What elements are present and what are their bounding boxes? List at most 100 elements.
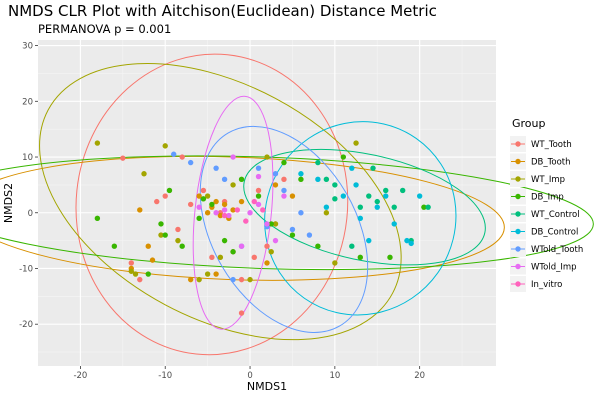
point-db-imp: [145, 271, 151, 277]
legend-label: WT_Tooth: [531, 140, 572, 150]
point-wt-tooth: [137, 276, 143, 283]
point-wt-tooth: [251, 254, 257, 261]
point-db-tooth: [204, 210, 211, 216]
legend-label: WT_Imp: [531, 175, 565, 185]
point-db-control: [323, 204, 330, 210]
point-db-imp: [238, 176, 245, 183]
point-wtold-tooth: [298, 210, 304, 216]
point-wt-tooth: [281, 176, 287, 183]
legend-item-db-tooth: DB_Tooth: [510, 153, 571, 170]
point-db-tooth: [289, 193, 296, 199]
point-db-imp: [298, 176, 304, 183]
point-wt-control: [349, 243, 355, 249]
point-db-control: [383, 193, 389, 199]
legend-item-db-imp: DB_Imp: [510, 188, 564, 205]
point-wt-control: [357, 204, 363, 210]
point-db-control: [366, 237, 372, 244]
point-wtold-imp: [213, 210, 219, 216]
x-tick-label: -10: [158, 371, 172, 381]
point-wt-control: [323, 176, 330, 183]
point-wt-imp: [158, 232, 164, 238]
data-points: [94, 140, 431, 316]
x-tick-label: 10: [329, 371, 340, 381]
legend-key-point: [515, 281, 521, 287]
legend-item-wtold-tooth: WTold_Tooth: [510, 241, 583, 257]
point-db-imp: [421, 204, 427, 210]
point-db-control: [315, 176, 321, 183]
point-wt-imp: [268, 249, 274, 255]
legend-label: WT_Control: [531, 210, 580, 220]
point-wt-imp: [204, 271, 211, 277]
point-db-tooth: [213, 271, 219, 277]
point-db-imp: [340, 154, 347, 160]
point-db-imp: [200, 196, 207, 202]
point-db-tooth: [213, 198, 219, 205]
legend-item-db-control: DB_Control: [510, 223, 578, 240]
point-db-control: [349, 165, 355, 171]
point-wt-imp: [247, 276, 253, 283]
point-wt-control: [332, 196, 338, 202]
point-db-control: [298, 171, 304, 177]
y-tick-label: 0: [28, 209, 33, 219]
point-wt-tooth: [154, 198, 160, 205]
legend-item-wt-control: WT_Control: [510, 206, 580, 222]
point-in-vitro: [243, 218, 249, 224]
x-tick-label: 0: [247, 371, 252, 381]
point-db-tooth: [196, 193, 202, 199]
point-wt-tooth: [175, 226, 181, 233]
point-db-imp: [162, 232, 168, 238]
point-wt-imp: [217, 254, 224, 261]
point-db-imp: [357, 254, 363, 261]
ellipse-wt-tooth: [75, 53, 349, 356]
point-wtold-imp: [238, 243, 245, 249]
point-wtold-tooth: [171, 151, 177, 157]
point-wt-control: [383, 187, 389, 194]
legend-key-point: [515, 158, 521, 165]
point-wt-control: [425, 204, 431, 210]
point-in-vitro: [260, 207, 266, 213]
point-db-tooth: [187, 276, 194, 283]
point-db-control: [353, 182, 359, 188]
point-wtold-tooth: [289, 226, 296, 233]
point-db-control: [391, 221, 397, 227]
point-db-imp: [289, 232, 296, 238]
point-wt-control: [400, 187, 406, 194]
legend-item-in-vitro: In_vitro: [510, 276, 562, 292]
y-axis-ticks: -20 -10 0 10 20 30: [19, 42, 38, 330]
legend-key-point: [515, 246, 521, 252]
point-wtold-imp: [272, 237, 279, 244]
point-db-tooth: [137, 207, 143, 213]
point-wtold-imp: [230, 154, 236, 160]
point-wtold-tooth: [213, 165, 219, 171]
point-wt-imp: [204, 193, 211, 199]
ellipse-wt-imp: [39, 63, 402, 341]
point-wt-tooth: [255, 187, 262, 194]
y-tick-label: -20: [19, 320, 33, 330]
legend-label: DB_Imp: [531, 193, 564, 203]
point-wtold-tooth: [272, 171, 279, 177]
point-in-vitro: [234, 207, 241, 213]
point-db-imp: [166, 187, 173, 194]
plot-panel: [38, 40, 496, 366]
point-wt-imp: [94, 140, 101, 146]
legend: Group WT_Tooth DB_Tooth WT_Imp DB_Imp WT_Con…: [510, 117, 583, 292]
point-db-tooth: [145, 243, 151, 249]
point-db-control: [340, 193, 347, 199]
point-wt-control: [315, 159, 321, 166]
point-wtold-imp: [255, 201, 262, 208]
point-db-tooth: [221, 201, 228, 208]
point-db-imp: [230, 249, 236, 255]
chart-title: NMDS CLR Plot with Aitchison(Euclidean) …: [8, 2, 437, 20]
y-tick-label: -10: [19, 264, 33, 274]
legend-item-wtold-imp: WTold_Imp: [510, 258, 577, 275]
legend-key-point: [515, 176, 521, 182]
point-wtold-imp: [221, 207, 228, 213]
legend-key-point: [515, 141, 521, 147]
point-db-imp: [255, 193, 262, 199]
point-wt-tooth: [238, 310, 245, 316]
y-tick-label: 30: [22, 42, 33, 52]
point-wt-imp: [175, 237, 181, 244]
legend-label: WTold_Imp: [531, 263, 577, 273]
ellipse-wt-control: [243, 148, 486, 266]
